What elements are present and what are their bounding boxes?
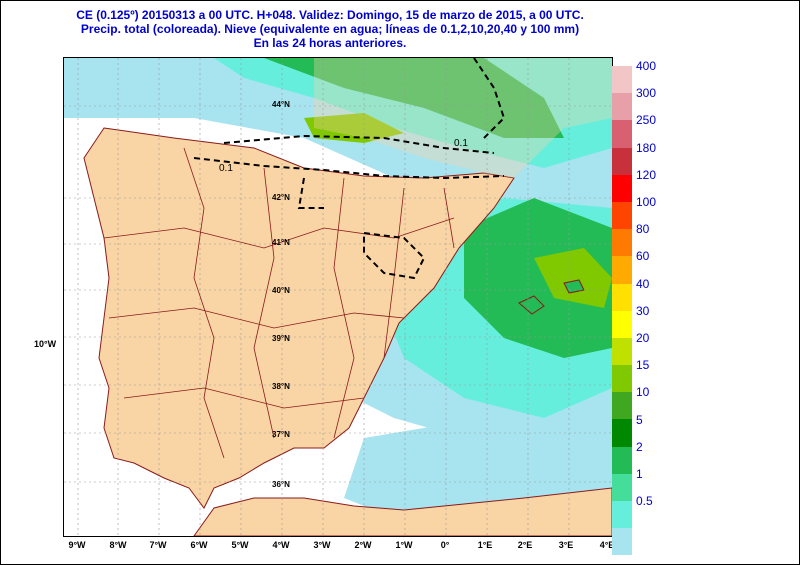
lon-label: 1°E (477, 540, 493, 550)
legend-label: 10 (636, 385, 650, 400)
france-land (314, 58, 612, 178)
lat-label: 37°N (272, 430, 290, 439)
lon-label: 3°E (558, 540, 574, 550)
legend-swatch (612, 473, 632, 501)
mallorca-island (518, 295, 545, 315)
precip-pyrenees-core (304, 113, 404, 143)
lon-label: 7°W (149, 540, 167, 550)
legend-label: 30 (636, 303, 650, 318)
contour-label: 0.1 (454, 138, 468, 149)
lon-label: 1°W (395, 540, 413, 550)
legend-label: 20 (636, 331, 650, 345)
legend-label: 80 (636, 222, 650, 237)
lon-label: 2°E (517, 540, 533, 550)
legend-swatch (612, 419, 632, 447)
legend-swatch (612, 446, 632, 474)
lon-label: 4°W (272, 540, 290, 550)
legend-label: 250 (636, 113, 657, 128)
title-line-3: En las 24 horas anteriores. (253, 36, 407, 50)
legend-swatch (612, 256, 632, 284)
legend-swatch (612, 93, 632, 121)
legend-label: 180 (636, 140, 657, 155)
lat-label: 39°N (272, 334, 290, 343)
graticule (64, 58, 612, 536)
lon-label: 6°W (190, 540, 208, 550)
contour-label: 0.1 (219, 163, 233, 174)
legend-swatch (612, 501, 632, 529)
legend-label: 40 (636, 276, 650, 291)
lat-label: 36°N (272, 480, 290, 489)
title-line-2: Precip. total (coloreada). Nieve (equiva… (80, 22, 580, 36)
legend-label: 300 (636, 86, 657, 101)
title-line-1: CE (0.125º) 20150313 a 00 UTC. H+048. Va… (76, 8, 584, 22)
legend-label: 2 (636, 439, 643, 454)
lon-label: 8°W (109, 540, 127, 550)
legend-label: 100 (636, 195, 657, 209)
iberia-land (83, 127, 515, 509)
precip-balearic-core (534, 248, 612, 308)
legend-swatch (612, 120, 632, 148)
lon-label: 0° (440, 540, 450, 550)
legend-label: 0.5 (636, 494, 653, 509)
lon-label: 4°E (599, 540, 615, 550)
legend-swatch (612, 147, 632, 175)
lon-label: 2°W (354, 540, 372, 550)
legend-swatch (612, 66, 632, 94)
lat-label: 44°N (272, 100, 290, 109)
legend-swatch (612, 365, 632, 393)
legend-swatch (612, 392, 632, 420)
legend-label: 120 (636, 167, 657, 182)
legend-swatch (612, 283, 632, 311)
legend-label: 15 (636, 358, 650, 373)
map-svg: 0.1 0.1 (64, 58, 612, 536)
lat-label: 41°N (272, 238, 290, 247)
lat-label: 40°N (272, 286, 290, 295)
province-borders (103, 147, 455, 459)
color-legend (612, 66, 632, 556)
longitude-left-label: 10°W (34, 339, 57, 349)
lon-label: 5°W (231, 540, 249, 550)
legend-swatch (612, 229, 632, 257)
lat-label: 38°N (272, 382, 290, 391)
legend-swatch (612, 528, 632, 556)
legend-swatch (612, 201, 632, 230)
legend-label: 400 (636, 59, 657, 73)
legend-swatch (612, 310, 632, 338)
legend-label: 5 (636, 412, 643, 427)
snow-contours (193, 58, 506, 280)
precip-north-heavy (264, 58, 564, 138)
lon-label: 9°W (68, 540, 86, 550)
legend-swatch (612, 174, 632, 202)
lat-label: 42°N (272, 193, 290, 202)
legend-label: 1 (636, 467, 643, 481)
africa-land (193, 487, 612, 536)
legend-label: 60 (636, 249, 650, 264)
map-title-block: CE (0.125º) 20150313 a 00 UTC. H+048. Va… (0, 8, 660, 50)
lon-label: 3°W (313, 540, 331, 550)
precip-med-heavy (464, 198, 612, 358)
legend-swatch (612, 337, 632, 366)
precipitation-map: 0.1 0.1 (63, 57, 613, 537)
